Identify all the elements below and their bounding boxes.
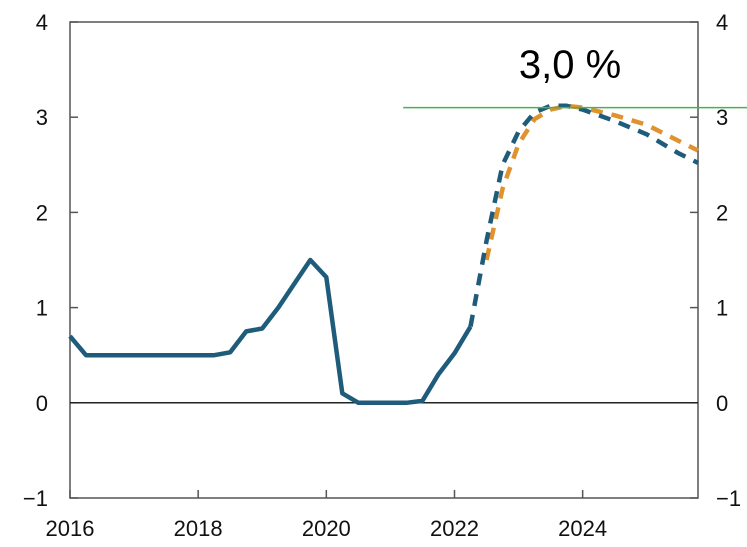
y-tick-label-left: 4 — [36, 10, 48, 35]
x-tick-label: 2022 — [430, 516, 479, 541]
y-tick-label-right: 4 — [716, 10, 728, 35]
y-tick-label-left: 2 — [36, 200, 48, 225]
y-tick-label-left: −1 — [23, 486, 48, 511]
series-line-dashed-1 — [471, 106, 699, 327]
y-tick-label-right: 3 — [716, 105, 728, 130]
y-tick-label-right: 0 — [716, 391, 728, 416]
y-tick-label-left: 3 — [36, 105, 48, 130]
plot-frame — [70, 22, 698, 498]
y-tick-label-left: 1 — [36, 296, 48, 321]
series-line-solid-0 — [70, 260, 471, 403]
x-tick-label: 2018 — [174, 516, 223, 541]
y-tick-label-right: −1 — [716, 486, 741, 511]
series-group — [70, 106, 698, 403]
y-tick-label-right: 2 — [716, 200, 728, 225]
ticks-group: −1 −1 0 0 1 1 2 2 3 3 4 4 2016 2018 2020 2022 2024 — [23, 10, 741, 541]
annotation-label: 3,0 % — [519, 43, 621, 87]
y-tick-label-right: 1 — [716, 296, 728, 321]
y-tick-label-left: 0 — [36, 391, 48, 416]
x-tick-label: 2020 — [302, 516, 351, 541]
x-tick-label: 2024 — [558, 516, 607, 541]
x-tick-label: 2016 — [46, 516, 95, 541]
series-line-dashed-2 — [487, 106, 699, 260]
annotation-group: 3,0 % — [403, 43, 747, 108]
